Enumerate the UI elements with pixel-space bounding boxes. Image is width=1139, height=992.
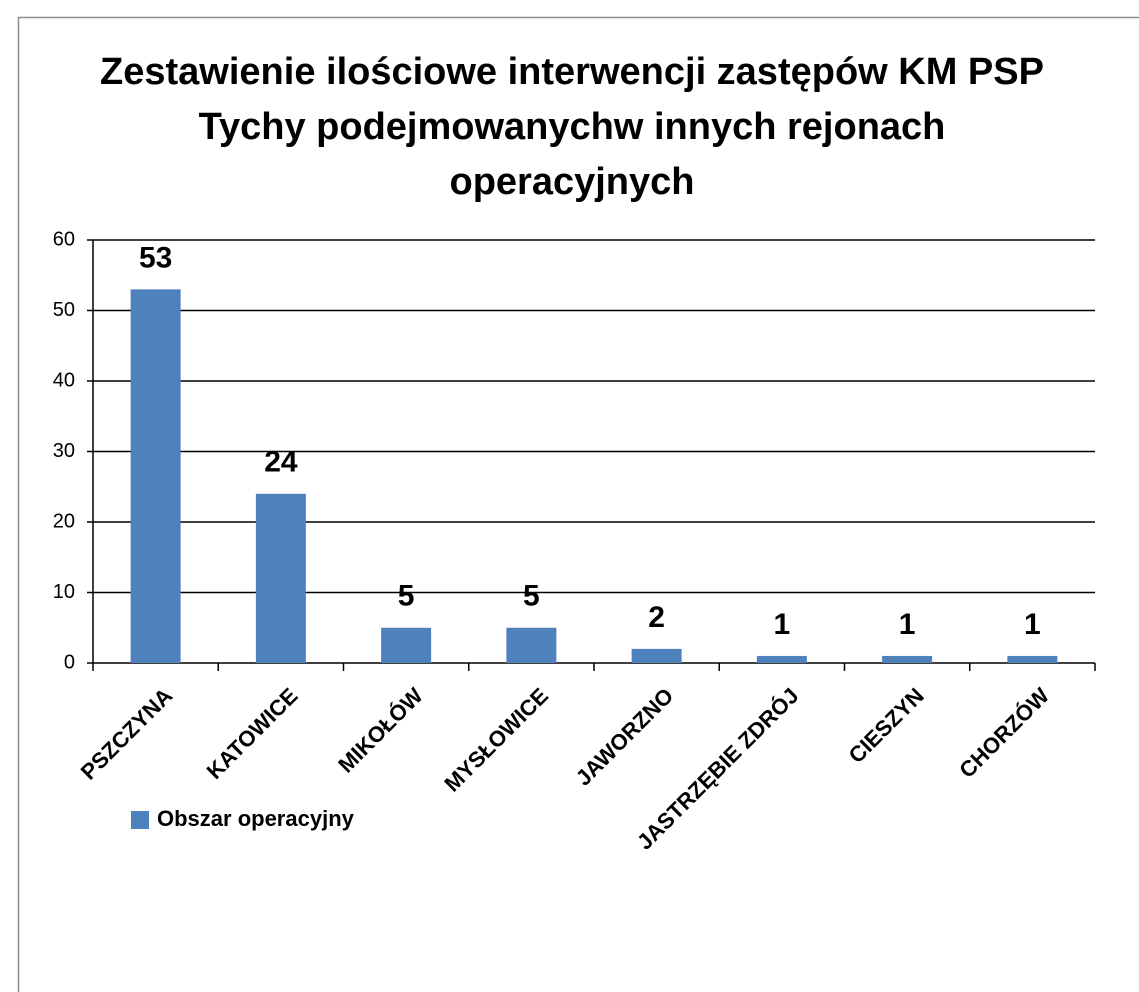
y-tick-label: 50 [53, 299, 75, 321]
bar [130, 289, 181, 663]
bar [756, 655, 807, 663]
bar [1007, 655, 1058, 663]
data-label: 1 [774, 608, 791, 641]
data-label: 5 [398, 580, 415, 613]
bar [882, 655, 933, 663]
y-tick-label: 30 [53, 440, 75, 462]
data-label: 1 [1024, 608, 1041, 641]
data-label: 24 [264, 446, 298, 479]
legend-label: Obszar operacyjny [157, 806, 355, 831]
bar [631, 648, 682, 663]
bar [506, 627, 557, 663]
chart-title: Tychy podejmowanychw innych rejonach [199, 106, 946, 148]
y-tick-label: 60 [53, 228, 75, 250]
legend-swatch [131, 811, 149, 829]
chart-frame [17, 16, 1139, 992]
y-tick-label: 20 [53, 510, 75, 532]
chart-title: operacyjnych [450, 161, 695, 203]
data-label: 1 [899, 608, 916, 641]
bar [381, 627, 432, 663]
chart-title: Zestawienie ilościowe interwencji zastęp… [100, 51, 1044, 93]
data-label: 5 [523, 580, 540, 613]
bar [255, 493, 306, 663]
y-tick-label: 10 [53, 581, 75, 603]
data-label: 2 [648, 601, 665, 634]
y-tick-label: 0 [64, 651, 75, 673]
y-tick-label: 40 [53, 369, 75, 391]
data-label: 53 [139, 241, 172, 274]
